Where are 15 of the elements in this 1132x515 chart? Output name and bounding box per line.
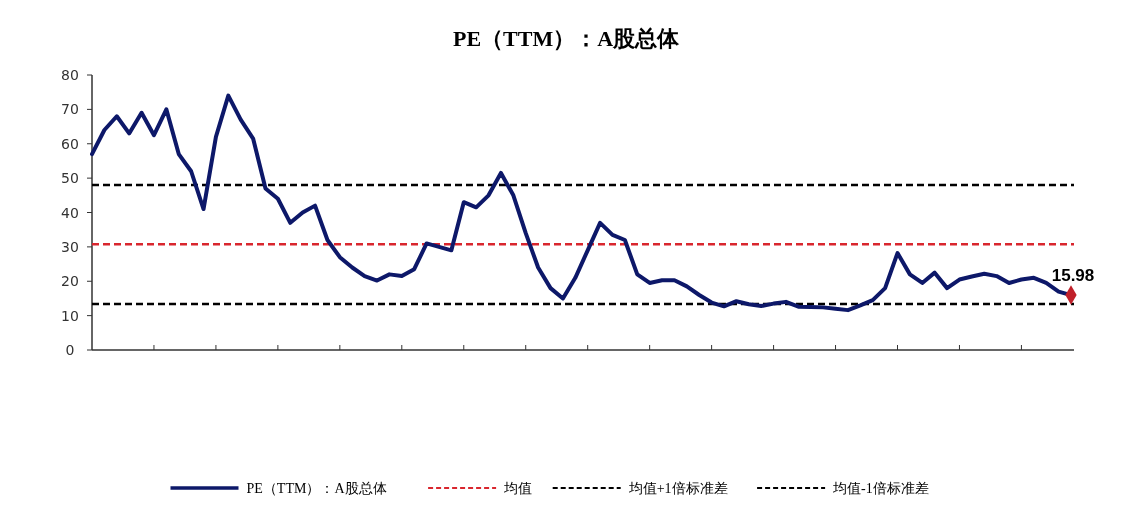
legend-label: 均值 [503, 481, 533, 496]
y-tick-label: 0 [65, 342, 75, 358]
y-tick-label: 20 [61, 273, 79, 290]
y-tick-label: 10 [61, 307, 79, 324]
y-tick-label: 60 [61, 135, 79, 152]
data-label: 15.98 [1051, 266, 1095, 286]
y-tick-label: 50 [61, 170, 79, 187]
chart-title: PE（TTM）：A股总体 [452, 26, 681, 51]
legend-label: PE（TTM）：A股总体 [246, 481, 387, 496]
y-tick-label: 70 [61, 101, 79, 118]
legend-label: 均值-1倍标准差 [832, 481, 929, 496]
y-tick-label: 80 [61, 67, 79, 83]
y-tick-label: 30 [61, 238, 79, 255]
legend-label: 均值+1倍标准差 [627, 481, 728, 496]
y-tick-label: 40 [61, 204, 79, 221]
